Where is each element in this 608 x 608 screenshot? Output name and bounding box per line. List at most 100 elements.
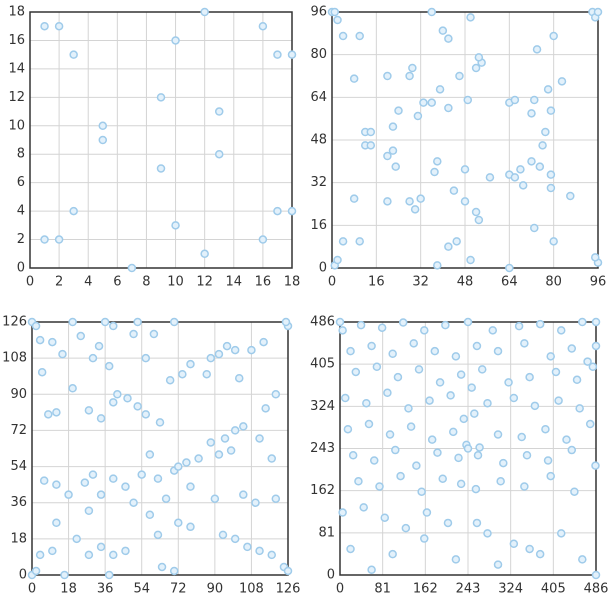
point [420,326,429,335]
point [471,63,481,73]
point [109,550,118,560]
x-tick-label: 4 [84,275,92,290]
point [578,555,587,564]
point [509,393,519,403]
point [408,63,417,73]
point [530,95,539,105]
x-tick-label: 0 [28,582,36,597]
point [452,237,461,246]
point [69,206,78,216]
point [35,550,45,560]
point [456,370,466,379]
point [488,326,498,335]
point [471,484,481,494]
point [362,398,371,408]
point [466,13,475,22]
x-tick-label: 18 [284,275,301,290]
point [349,194,359,203]
point [455,71,464,81]
point [470,409,479,418]
point [348,451,358,460]
point [493,560,503,569]
x-tick-label: 64 [501,275,518,290]
point [214,149,224,159]
point [510,173,520,182]
point [504,378,513,387]
point [590,253,600,262]
point [355,31,364,41]
point [84,406,94,415]
x-tick-label: 0 [336,582,344,597]
point [186,482,195,491]
x-tick-label: 243 [456,582,481,597]
point [472,518,482,528]
point [493,430,503,439]
x-tick-label: 108 [239,582,264,597]
point [354,477,363,486]
y-tick-label: 0 [319,261,327,276]
plot-frame [331,11,599,269]
point [546,183,556,193]
point [546,106,556,115]
point [94,341,104,351]
y-tick-label: 16 [310,218,327,233]
point [44,410,53,419]
point [435,378,445,387]
point [200,7,209,17]
point [530,223,539,233]
point [68,384,77,393]
point [505,263,514,273]
point [338,237,348,246]
point [84,506,94,515]
point [156,164,166,173]
point [585,419,595,429]
point [174,518,183,528]
point [591,461,600,470]
point [155,418,165,427]
point [388,349,397,359]
point [351,367,361,377]
point [141,353,151,363]
point [396,471,405,481]
point [52,408,61,417]
point [84,550,94,560]
point [283,566,293,576]
point [449,427,458,437]
point [541,127,550,137]
point [451,352,461,361]
point [98,135,108,145]
x-tick-label: 72 [170,582,187,597]
x-tick-label: 486 [584,582,608,597]
point [255,434,264,443]
y-tick-label: 54 [10,459,27,474]
point [483,398,492,408]
point [477,365,487,374]
point [591,317,601,327]
point [343,424,353,434]
x-tick-label: 54 [133,582,150,597]
point [234,373,244,383]
point [516,165,525,174]
point [171,221,180,230]
x-tick-label: 2 [55,275,63,290]
point [346,346,355,356]
point [60,570,69,580]
point [427,435,437,444]
point [335,317,345,327]
point [433,157,442,166]
point [538,141,547,150]
point [451,555,461,564]
point [259,337,268,347]
x-tick-label: 126 [276,582,301,597]
point [31,321,41,331]
point [214,450,224,459]
point [121,482,130,491]
point [261,404,270,413]
point [591,570,601,580]
y-tick-label: 6 [17,175,25,190]
x-tick-label: 16 [255,275,272,290]
point [230,426,240,435]
x-tick-label: 0 [26,275,34,290]
x-tick-label: 0 [328,275,336,290]
point [409,339,418,348]
